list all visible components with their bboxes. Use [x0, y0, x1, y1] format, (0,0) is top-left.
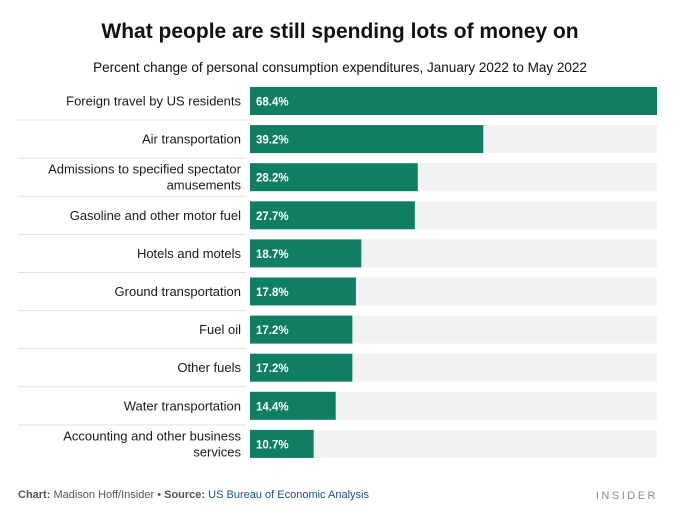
bar — [250, 125, 484, 154]
bar — [250, 391, 336, 420]
bar — [250, 429, 314, 458]
bar — [250, 201, 415, 230]
bar-value-label: 68.4% — [256, 97, 289, 109]
category-label: Water transportation — [124, 398, 241, 413]
category-label: Foreign travel by US residents — [66, 94, 241, 109]
category-label: Other fuels — [177, 360, 241, 375]
category-label: Accounting and other business — [63, 428, 241, 443]
category-label: Hotels and motels — [137, 246, 242, 261]
chart-title: What people are still spending lots of m… — [101, 20, 579, 43]
bar-value-label: 27.7% — [256, 211, 289, 223]
bullet-separator: • — [157, 489, 162, 501]
category-label: amusements — [167, 178, 242, 193]
source-link[interactable]: US Bureau of Economic Analysis — [208, 489, 369, 501]
bar-value-label: 17.2% — [256, 363, 289, 375]
category-label: Ground transportation — [115, 284, 241, 299]
bar-track — [250, 429, 657, 458]
bar — [250, 87, 657, 115]
bar-value-label: 17.2% — [256, 325, 289, 337]
bar-value-label: 39.2% — [256, 135, 289, 147]
bar-value-label: 14.4% — [256, 401, 289, 413]
bar — [250, 353, 353, 382]
bar — [250, 277, 356, 306]
category-label: Admissions to specified spectator — [48, 162, 242, 177]
chart-credit-label: Chart: — [18, 489, 51, 501]
chart-subtitle: Percent change of personal consumption e… — [93, 60, 587, 75]
chart-author: Madison Hoff/Insider — [53, 489, 155, 501]
bar-value-label: 17.8% — [256, 287, 289, 299]
category-label: Gasoline and other motor fuel — [70, 208, 241, 223]
category-label: Air transportation — [142, 132, 241, 147]
bar — [250, 239, 362, 268]
bar-value-label: 18.7% — [256, 249, 289, 261]
bar-value-label: 10.7% — [256, 439, 289, 451]
bar — [250, 315, 353, 344]
bar-value-label: 28.2% — [256, 173, 289, 185]
bar — [250, 163, 418, 192]
category-label: Fuel oil — [199, 322, 241, 337]
source-label: Source: — [164, 489, 206, 501]
category-label: services — [193, 444, 241, 459]
chart-credits: Chart: Madison Hoff/Insider • Source: US… — [18, 489, 369, 501]
insider-logo: INSIDER — [595, 490, 658, 502]
